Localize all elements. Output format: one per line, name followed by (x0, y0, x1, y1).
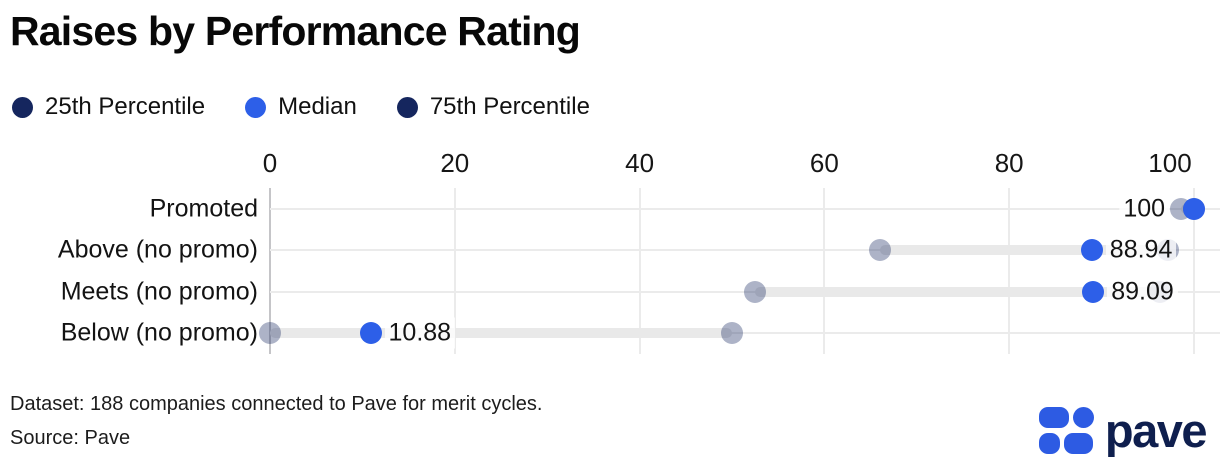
pave-logo: pave (1038, 404, 1208, 457)
legend-item-25th-percentile: 25th Percentile (12, 93, 205, 121)
p25-dot (868, 239, 891, 262)
legend-dot-25th-percentile-icon (12, 96, 33, 118)
x-gridline (1008, 188, 1011, 354)
y-gridline (270, 207, 1220, 210)
logo-shape (1072, 407, 1094, 428)
iqr-band (755, 286, 1160, 297)
footer-source-note: Source: Pave (10, 427, 131, 449)
p25-dot (259, 322, 281, 345)
x-axis-tick-label: 60 (809, 148, 839, 178)
y-gridline (270, 290, 1220, 293)
logo-shape (1038, 407, 1069, 428)
x-gridline (453, 188, 456, 354)
value-label: 10.88 (384, 317, 456, 349)
iqr-band (270, 328, 732, 339)
legend-label: 25th Percentile (45, 93, 206, 120)
legend-item-median: Median (245, 93, 357, 121)
logo-shape (1063, 433, 1093, 454)
x-gridline (1193, 188, 1195, 354)
category-label: Meets (no promo) (60, 277, 258, 306)
x-gridline (823, 188, 826, 354)
category-label: Promoted (149, 194, 258, 223)
logo-shape (1038, 433, 1060, 454)
legend-label: Median (278, 93, 357, 120)
footer-dataset-note: Dataset: 188 companies connected to Pave… (10, 393, 543, 415)
pave-logo-icon (1038, 407, 1094, 454)
x-gridline (269, 188, 271, 354)
x-gridline (638, 188, 641, 354)
value-label: 88.94 (1105, 234, 1177, 266)
category-label: Above (no promo) (57, 235, 258, 264)
median-dot (1082, 280, 1105, 303)
legend-dot-median-icon (245, 96, 267, 118)
p75-dot (721, 322, 743, 345)
value-label: 100 (1119, 193, 1170, 225)
y-gridline (270, 332, 1220, 335)
x-axis-tick-label: 100 (1148, 148, 1192, 178)
y-gridline (270, 249, 1220, 252)
legend-label: 75th Percentile (429, 93, 590, 120)
legend: 25th Percentile Median 75th Percentile (12, 92, 590, 122)
category-label: Below (no promo) (60, 318, 258, 347)
x-axis-tick-label: 40 (625, 148, 655, 178)
chart-title: Raises by Performance Rating (10, 8, 581, 54)
pave-logo-text: pave (1104, 404, 1208, 457)
iqr-band (879, 245, 1169, 256)
value-label: 89.09 (1107, 276, 1178, 308)
median-dot (359, 322, 382, 345)
legend-item-75th-percentile: 75th Percentile (396, 93, 590, 121)
p25-dot (744, 280, 767, 303)
x-axis-tick-label: 80 (994, 148, 1024, 178)
median-dot (1183, 197, 1205, 220)
legend-dot-75th-percentile-icon (396, 96, 418, 118)
x-axis-tick-label: 0 (262, 148, 278, 178)
median-dot (1080, 239, 1103, 262)
x-axis-tick-label: 20 (440, 148, 470, 178)
